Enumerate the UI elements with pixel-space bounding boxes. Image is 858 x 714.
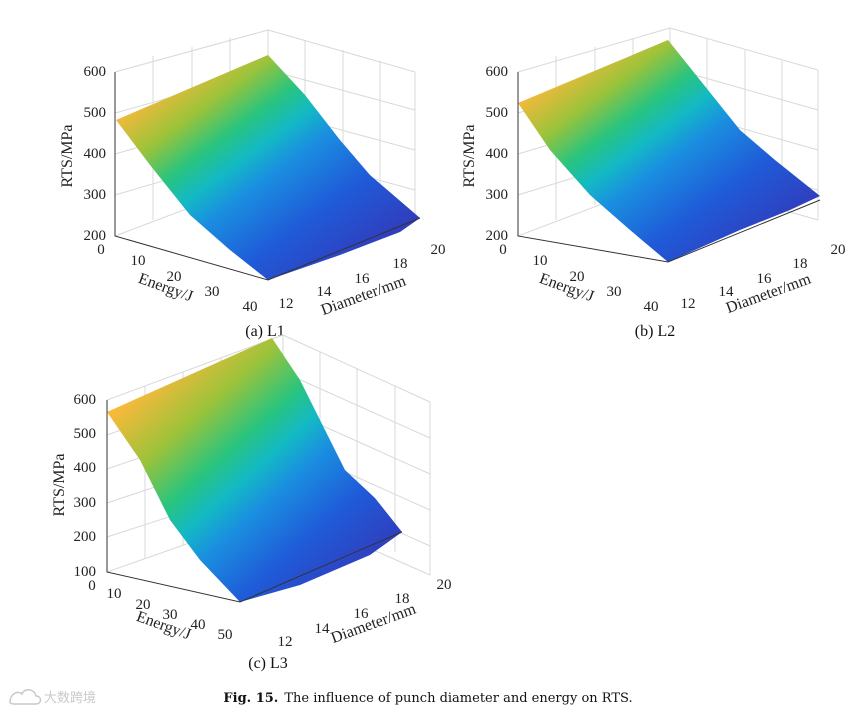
panel-b-ytick: 18 [793, 256, 808, 272]
panel-c-xtick: 20 [136, 597, 151, 613]
panel-b-ztick: 200 [486, 228, 509, 244]
panel-b-ytick: 20 [831, 242, 846, 258]
panel-c-ytick: 20 [437, 577, 452, 593]
panel-b-ztick: 600 [486, 64, 509, 80]
panel-a-xtick: 10 [131, 253, 146, 269]
panel-a-xtick: 20 [167, 269, 182, 285]
caption-label: Fig. 15. [223, 691, 278, 706]
panel-c-ztick: 500 [74, 426, 97, 442]
panel-c-xtick: 10 [107, 586, 122, 602]
panel-c-ztick: 400 [74, 460, 97, 476]
panel-a-xtick: 0 [97, 242, 105, 258]
panel-c-ytick: 14 [315, 621, 331, 637]
panel-b-zlabel: RTS/MPa [461, 124, 478, 187]
panel-c-ztick: 100 [74, 564, 97, 580]
panel-a-surface [116, 55, 420, 280]
panel-c-xtick: 0 [88, 578, 96, 594]
panel-a-xtick: 40 [243, 299, 258, 315]
panel-b-xtick: 10 [533, 253, 548, 269]
panel-a-ytick: 16 [355, 271, 371, 287]
panel-a-ztick: 300 [84, 187, 107, 203]
panel-c-xtick: 40 [191, 617, 206, 633]
panel-c-ztick: 600 [74, 392, 97, 408]
panel-b-ztick: 400 [486, 146, 509, 162]
panel-c: 600 500 400 300 200 100 0 10 20 30 40 50… [51, 334, 452, 672]
panel-c-ztick: 200 [74, 529, 97, 545]
panel-b-axes [517, 72, 821, 263]
figure-caption: Fig. 15. The influence of punch diameter … [223, 691, 632, 706]
panel-b-ztick: 500 [486, 105, 509, 121]
panel-b-xlabel: Energy/J [537, 270, 596, 305]
panel-c-ylabel: Diameter/mm [329, 600, 419, 647]
panel-b-xtick: 0 [499, 242, 507, 258]
watermark-text: 大数跨境 [44, 691, 96, 706]
cloud-logo-icon [9, 689, 42, 705]
panel-b-ztick: 300 [486, 187, 509, 203]
panel-c-surface [107, 338, 402, 602]
panel-a-ytick: 20 [431, 242, 446, 258]
panel-a: 600 500 400 300 200 0 10 20 30 40 12 14 … [59, 29, 446, 340]
panel-b-ytick: 14 [719, 284, 735, 300]
watermark: 大数跨境 [9, 689, 96, 706]
panel-c-ytick: 16 [354, 606, 370, 622]
panel-c-ztick: 300 [74, 495, 97, 511]
panel-a-zlabel: RTS/MPa [59, 124, 76, 187]
panel-a-ztick: 400 [84, 146, 107, 162]
caption-text: The influence of punch diameter and ener… [284, 691, 632, 706]
panel-b-xtick: 30 [607, 284, 622, 300]
panel-a-ztick: 500 [84, 105, 107, 121]
panel-c-xtick: 30 [163, 607, 178, 623]
panel-b-xtick: 20 [570, 269, 585, 285]
panel-c-zlabel: RTS/MPa [51, 453, 68, 516]
panel-a-sublabel: (a) L1 [245, 323, 285, 340]
panel-c-xtick: 50 [218, 627, 233, 643]
panel-b: 600 500 400 300 200 0 10 20 30 40 12 14 … [461, 27, 846, 340]
panel-a-ztick: 200 [84, 228, 107, 244]
panel-c-ytick: 12 [278, 634, 293, 650]
panel-b-surface [518, 40, 820, 262]
panel-c-sublabel: (c) L3 [248, 655, 288, 672]
panel-c-axes [106, 400, 403, 603]
panel-a-ytick: 14 [317, 284, 333, 300]
panel-b-ytick: 12 [681, 296, 696, 312]
panel-a-ztick: 600 [84, 64, 107, 80]
panel-b-xtick: 40 [644, 299, 659, 315]
panel-a-axes [114, 72, 421, 281]
panel-b-ytick: 16 [757, 271, 773, 287]
panel-c-ytick: 18 [395, 591, 410, 607]
panel-a-ytick: 18 [393, 256, 408, 272]
panel-a-ytick: 12 [279, 296, 294, 312]
panel-a-xtick: 30 [205, 284, 220, 300]
panel-b-sublabel: (b) L2 [635, 323, 675, 340]
